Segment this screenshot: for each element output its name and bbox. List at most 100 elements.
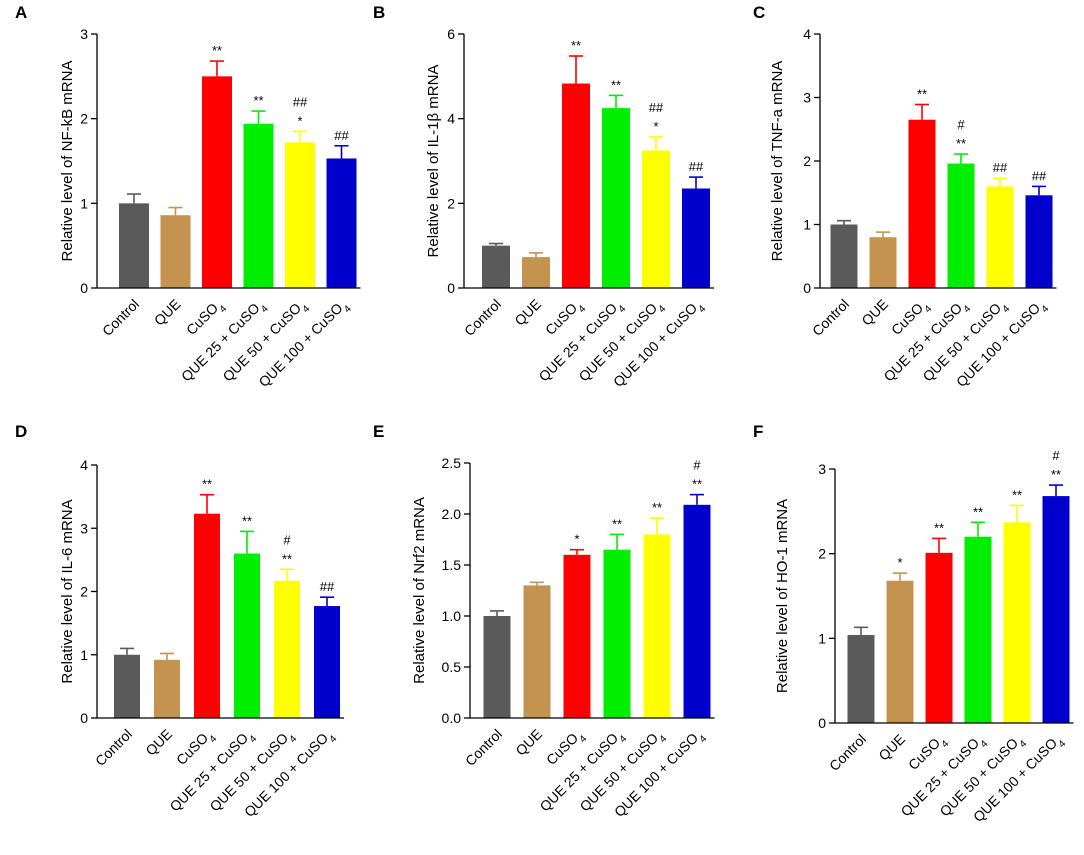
bar xyxy=(602,108,630,288)
significance-mark: ## xyxy=(320,579,335,594)
y-tick-label: 6 xyxy=(447,26,455,42)
bar xyxy=(986,186,1014,288)
category-label: Control xyxy=(462,726,505,769)
y-tick-label: 2.5 xyxy=(442,455,462,471)
significance-mark: ** xyxy=(612,516,622,531)
bar xyxy=(682,188,710,288)
y-tick-label: 1 xyxy=(818,630,826,646)
y-axis-label: Relative level of IL-1β mRNA xyxy=(425,65,442,258)
significance-mark: ## xyxy=(293,94,308,109)
significance-mark: ## xyxy=(649,100,664,115)
y-tick-label: 0 xyxy=(818,715,826,731)
significance-mark: ** xyxy=(253,93,263,108)
bar xyxy=(908,119,936,288)
bar xyxy=(483,616,511,718)
bar xyxy=(234,553,260,718)
category-label: QUE xyxy=(511,296,544,329)
significance-mark: ** xyxy=(1051,467,1061,482)
significance-mark: ** xyxy=(242,513,252,528)
bar xyxy=(964,536,992,723)
bar xyxy=(869,237,897,288)
category-label: QUE xyxy=(142,726,175,759)
y-axis-label: Relative level of IL-6 mRNA xyxy=(59,499,76,683)
y-tick-label: 1.5 xyxy=(442,557,462,573)
y-tick-label: 1 xyxy=(803,217,811,233)
panel-letter: D xyxy=(15,422,27,441)
y-tick-label: 0 xyxy=(80,710,88,726)
y-axis-label: Relative level of Nrf2 mRNA xyxy=(411,497,428,684)
category-label: Control xyxy=(92,726,135,769)
significance-mark: ## xyxy=(993,160,1008,175)
significance-mark: ** xyxy=(571,38,581,53)
significance-mark: ** xyxy=(956,136,966,151)
bar xyxy=(1025,195,1053,288)
bar xyxy=(886,580,914,723)
significance-mark: ** xyxy=(973,504,983,519)
bar xyxy=(847,634,875,723)
y-tick-label: 1 xyxy=(80,195,88,211)
bar xyxy=(563,554,591,718)
category-label: QUE xyxy=(151,296,184,329)
bar xyxy=(202,76,232,288)
bar xyxy=(1003,522,1031,723)
significance-mark: ** xyxy=(202,477,212,492)
significance-mark: * xyxy=(574,532,579,547)
y-tick-label: 3 xyxy=(803,90,811,106)
category-label: QUE xyxy=(858,296,891,329)
panel-letter: B xyxy=(373,3,385,22)
significance-mark: ** xyxy=(282,551,292,566)
bar xyxy=(522,257,550,288)
y-tick-label: 0 xyxy=(80,280,88,296)
significance-mark: * xyxy=(297,113,302,128)
y-tick-label: 2 xyxy=(80,111,88,127)
y-tick-label: 3 xyxy=(818,461,826,477)
bar xyxy=(830,224,858,288)
bar xyxy=(285,142,315,288)
significance-mark: ** xyxy=(1012,487,1022,502)
bar xyxy=(154,659,180,718)
bar xyxy=(523,585,551,718)
y-axis-label: Relative level of HO-1 mRNA xyxy=(774,499,791,693)
y-tick-label: 3 xyxy=(80,520,88,536)
significance-mark: * xyxy=(653,119,658,134)
y-tick-label: 2 xyxy=(818,546,826,562)
chart-panel-c: C Relative level of TNF-a mRNA 0 1 2 3 4 Contro… xyxy=(753,3,1057,394)
category-label: Control xyxy=(461,296,504,339)
y-tick-label: 4 xyxy=(447,111,455,127)
bar xyxy=(314,606,340,718)
category-label: Control xyxy=(809,296,852,339)
significance-mark: ** xyxy=(692,477,702,492)
category-label: Control xyxy=(826,731,869,774)
significance-mark: * xyxy=(897,555,902,570)
y-tick-label: 0.5 xyxy=(442,659,462,675)
chart-panel-e: E Relative level of Nrf2 mRNA 0.0 0.5 1.0 1.5… xyxy=(373,422,715,824)
y-tick-label: 2 xyxy=(80,584,88,600)
bar xyxy=(925,552,953,723)
y-tick-label: 2.0 xyxy=(442,506,462,522)
bar xyxy=(482,245,510,288)
y-axis-label: Relative level of NF-kB mRNA xyxy=(59,61,76,262)
significance-mark: # xyxy=(1052,448,1060,463)
significance-mark: ** xyxy=(917,86,927,101)
significance-mark: ## xyxy=(1032,168,1047,183)
bar xyxy=(243,123,274,288)
significance-mark: ## xyxy=(689,159,704,174)
y-tick-label: 2 xyxy=(803,153,811,169)
category-label: QUE xyxy=(875,731,908,764)
y-tick-label: 1 xyxy=(80,647,88,663)
bar xyxy=(947,163,975,288)
panel-letter: E xyxy=(373,422,384,441)
significance-mark: # xyxy=(957,117,965,132)
bar xyxy=(642,150,670,288)
y-tick-label: 4 xyxy=(80,457,88,473)
y-tick-label: 3 xyxy=(80,26,88,42)
bar xyxy=(194,513,220,718)
bar xyxy=(119,203,149,288)
panel-letter: C xyxy=(753,3,765,22)
chart-panel-a: A Relative level of NF-kB mRNA 0 1 2 3 Control… xyxy=(15,3,361,394)
chart-panel-f: F Relative level of HO-1 mRNA 0 1 2 3 Control *… xyxy=(753,422,1074,829)
bar xyxy=(562,83,590,288)
y-tick-label: 0.0 xyxy=(442,710,462,726)
significance-mark: # xyxy=(693,458,701,473)
